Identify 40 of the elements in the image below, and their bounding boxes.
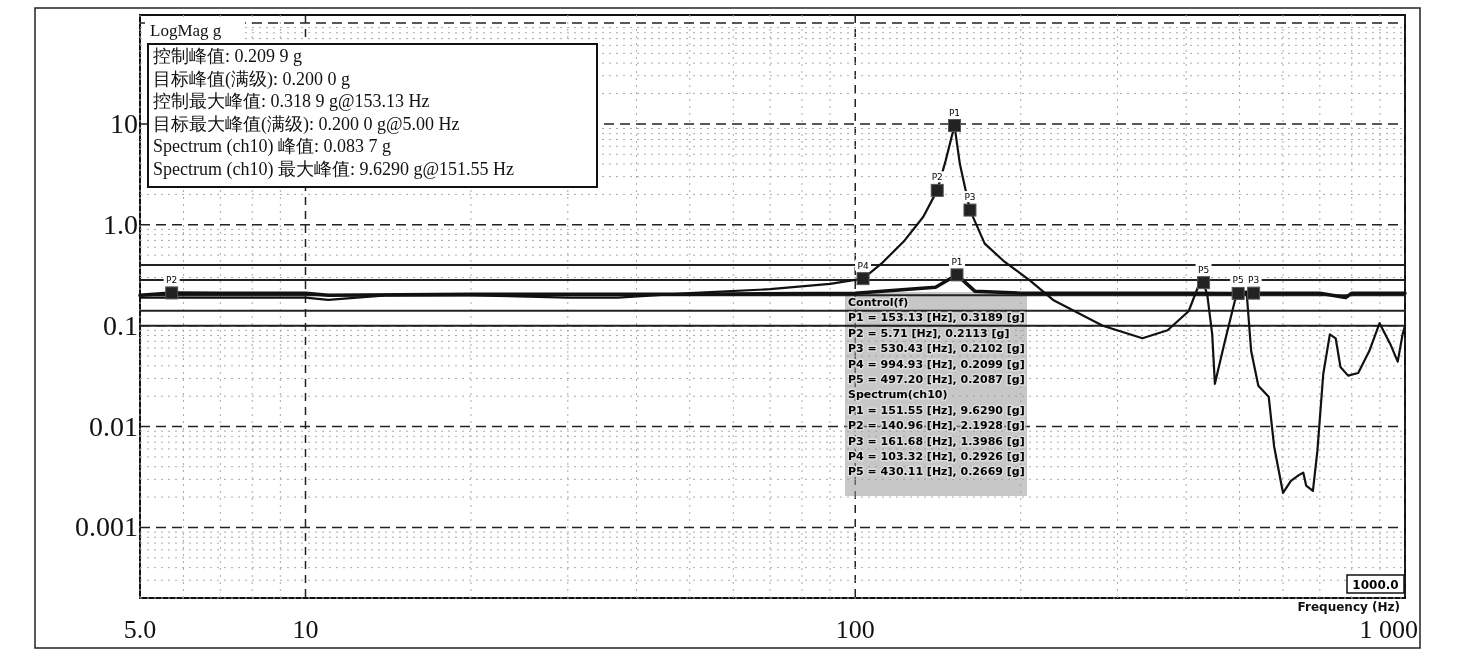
y-tick-label: 1.0 <box>103 208 138 240</box>
annotation: P2 <box>166 274 178 285</box>
annotation: Control(f) <box>848 296 909 309</box>
annotation: Spectrum (ch10) 峰值: 0.083 7 g <box>153 136 391 157</box>
annotation: Spectrum (ch10) 最大峰值: 9.6290 g@151.55 Hz <box>153 158 515 180</box>
annotation: 目标最大峰值(满级): 0.200 0 g@5.00 Hz <box>153 113 460 135</box>
annotation: P2 <box>931 172 943 183</box>
y-tick-label: 0.01 <box>89 410 138 442</box>
annotation: P5 = 497.20 [Hz], 0.2087 [g] <box>848 373 1025 386</box>
annotation: P5 <box>1197 264 1210 275</box>
y-tick-label: 0.1 <box>103 309 138 341</box>
y-tick-label: 10 <box>110 107 138 139</box>
annotation: P5 = 430.11 [Hz], 0.2669 [g] <box>848 465 1025 479</box>
x-tick-label: 5.0 <box>123 615 157 644</box>
annotation: P3 = 530.43 [Hz], 0.2102 [g] <box>848 342 1025 356</box>
annotation: P4 <box>857 260 869 271</box>
annotation: P2 = 140.96 [Hz], 2.1928 [g] <box>848 419 1025 433</box>
annotation: 1000.0 <box>1352 578 1399 592</box>
annotation: P2 = 5.71 [Hz], 0.2113 [g] <box>848 326 1010 340</box>
annotation: P4 = 103.32 [Hz], 0.2926 [g] <box>848 450 1025 463</box>
annotation: P1 = 151.55 [Hz], 9.6290 [g] <box>848 403 1025 417</box>
end-label: 1000.0 <box>1346 574 1405 594</box>
annotation: Spectrum(ch10) <box>848 388 948 402</box>
x-tick-label: 100 <box>835 615 875 644</box>
annotation: P1 = 153.13 [Hz], 0.3189 [g] <box>848 311 1025 325</box>
y-tick-label: 0.001 <box>75 511 138 543</box>
x-tick-label: 1 000 <box>1359 615 1418 644</box>
annotation: P1 <box>948 107 961 118</box>
annotation: P3 = 161.68 [Hz], 1.3986 [g] <box>848 434 1025 448</box>
y-axis-title: LogMag g <box>150 21 222 40</box>
annotation: 目标峰值(满级): 0.200 0 g <box>153 68 350 90</box>
annotation: 控制最大峰值: 0.318 9 g@153.13 Hz <box>153 91 430 111</box>
annotation: 控制峰值: 0.209 9 g <box>153 46 303 66</box>
annotation: P1 <box>951 256 963 267</box>
annotation: P5 <box>1232 275 1244 286</box>
x-axis-title: Frequency (Hz) <box>1297 600 1400 614</box>
x-tick-label: 10 <box>292 615 319 644</box>
annotation: P3 <box>1248 275 1260 286</box>
annotation: P3 <box>964 192 976 203</box>
annotation: P4 = 994.93 [Hz], 0.2099 [g] <box>848 357 1025 371</box>
